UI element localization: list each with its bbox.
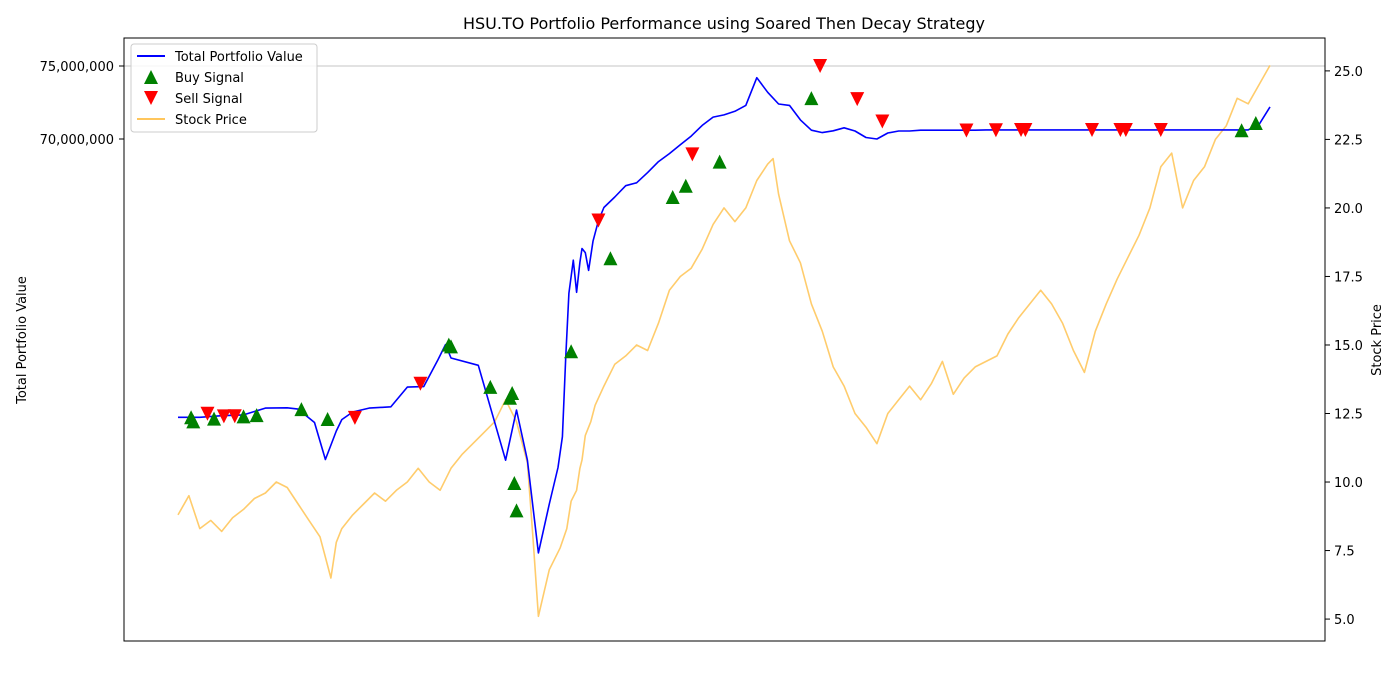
sell-signal-marker	[1085, 122, 1100, 137]
sell-signal-marker	[227, 409, 242, 424]
legend-stock-label: Stock Price	[175, 113, 247, 128]
plot-frame	[123, 37, 1326, 642]
y-right-tick-label: 22.5	[1334, 133, 1363, 148]
sell-signal-marker	[347, 410, 362, 425]
sell-signal-marker	[988, 123, 1003, 138]
y-right-tick-label: 7.5	[1334, 545, 1355, 560]
sell-signal-marker	[959, 123, 974, 138]
buy-signal-marker	[603, 251, 618, 266]
buy-signal-marker	[1234, 123, 1249, 138]
sell-signal-marker	[591, 213, 606, 228]
buy-signal-marker	[804, 91, 819, 106]
buy-signal-marker	[507, 475, 522, 490]
sell-signal-marker	[1018, 122, 1033, 137]
buy-signal-marker	[678, 178, 693, 193]
legend-buy-label: Buy Signal	[175, 71, 244, 86]
buy-signal-marker	[186, 414, 201, 429]
buy-signal-marker	[665, 189, 680, 204]
sell-signal-marker	[685, 147, 700, 162]
buy-signal-marker	[509, 503, 524, 518]
y-right-tick-label: 5.0	[1334, 613, 1355, 628]
sell-signal-marker	[1118, 122, 1133, 137]
y-right-tick-label: 12.5	[1334, 408, 1363, 423]
stock-price-line	[177, 65, 1271, 618]
legend-sell-label: Sell Signal	[175, 92, 243, 107]
buy-signal-marker	[249, 408, 264, 423]
legend: Total Portfolio Value Buy Signal Sell Si…	[130, 43, 318, 133]
y-axis-left-label: Total Portfolio Value	[15, 276, 30, 405]
buy-signal-marker	[712, 154, 727, 169]
sell-signal-marker	[216, 409, 231, 424]
buy-signal-marker	[1248, 115, 1263, 130]
y-right-tick-label: 15.0	[1334, 339, 1363, 354]
y-axis-left: 70,000,000 75,000,000	[40, 60, 124, 148]
buy-signal-marker	[564, 344, 579, 359]
buy-signal-marker	[483, 379, 498, 394]
y-left-tick-label: 75,000,000	[40, 60, 114, 75]
y-left-tick-label: 70,000,000	[40, 133, 114, 148]
legend-buy-marker	[144, 70, 158, 84]
sell-signal-marker	[413, 376, 428, 391]
buy-signal-marker	[505, 386, 520, 401]
y-right-tick-label: 25.0	[1334, 65, 1363, 80]
legend-box	[130, 43, 318, 133]
y-axis-right: 5.0 7.5 10.0 12.5 15.0 17.5 20.0 22.5 25.0	[1325, 65, 1363, 628]
buy-signal-marker	[294, 402, 309, 417]
sell-signal-marker	[875, 114, 890, 129]
chart-title: HSU.TO Portfolio Performance using Soare…	[463, 14, 985, 33]
sell-signal-marker	[200, 406, 215, 421]
y-right-tick-label: 20.0	[1334, 202, 1363, 217]
buy-signal-marker	[444, 339, 458, 354]
legend-sell-marker	[144, 91, 158, 105]
y-right-tick-label: 17.5	[1334, 270, 1363, 285]
sell-signal-marker	[813, 59, 828, 73]
sell-signal-marker	[850, 92, 865, 107]
y-right-tick-label: 10.0	[1334, 476, 1363, 491]
portfolio-value-line	[178, 76, 1271, 554]
y-axis-right-label: Stock Price	[1370, 304, 1385, 376]
buy-signal-marker	[320, 412, 335, 427]
buy-signal-marker	[207, 411, 222, 426]
sell-signal-marker	[1153, 122, 1168, 137]
legend-portfolio-label: Total Portfolio Value	[174, 50, 303, 65]
buy-signal-marker	[236, 409, 251, 424]
plot-area	[124, 59, 1325, 618]
